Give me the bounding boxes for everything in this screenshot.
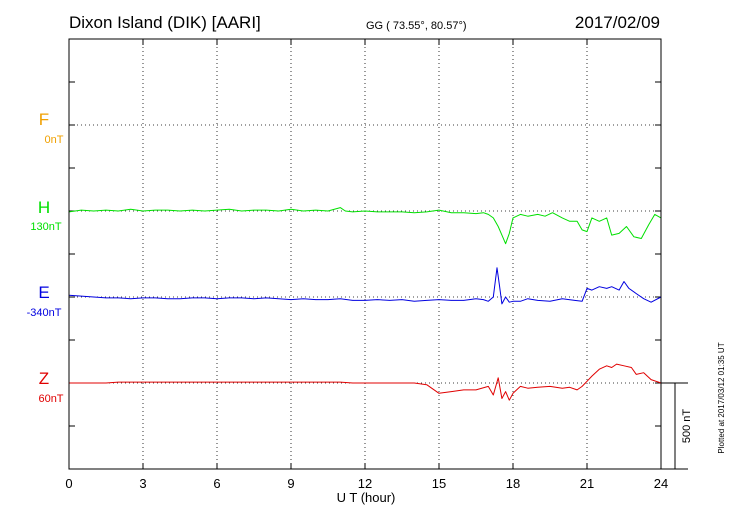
x-tick-layer: 0 3 6 9 12 15 18 21 24	[65, 39, 668, 491]
station-coords: GG ( 73.55°, 80.57°)	[366, 20, 467, 32]
series-label-E: E	[38, 283, 49, 302]
x-tick-label: 6	[213, 476, 220, 491]
series-label-H: H	[38, 198, 50, 217]
plotted-note: Plotted at 2017/03/12 01:35 UT	[717, 342, 726, 453]
station-title: Dixon Island (DIK) [AARI]	[69, 13, 261, 32]
series-base-F: 0nT	[45, 134, 64, 146]
series-label-Z: Z	[39, 369, 49, 388]
x-tick-label: 15	[432, 476, 446, 491]
x-tick-label: 12	[358, 476, 372, 491]
date-label: 2017/02/09	[575, 13, 660, 32]
x-axis-label: U T (hour)	[337, 490, 396, 505]
series-base-H: 130nT	[30, 221, 61, 233]
x-tick-label: 21	[580, 476, 594, 491]
scale-bar-label: 500 nT	[681, 409, 693, 444]
series-base-Z: 60nT	[38, 393, 63, 405]
series-layer	[68, 207, 662, 401]
x-tick-label: 18	[506, 476, 520, 491]
series-line-H	[68, 207, 662, 245]
x-tick-label: 3	[139, 476, 146, 491]
x-tick-label: 9	[287, 476, 294, 491]
series-label-F: F	[39, 110, 49, 129]
x-tick-label: 0	[65, 476, 72, 491]
series-base-E: -340nT	[27, 307, 62, 319]
series-line-Z	[69, 363, 662, 401]
series-line-E	[68, 267, 662, 305]
x-tick-label: 24	[654, 476, 668, 491]
